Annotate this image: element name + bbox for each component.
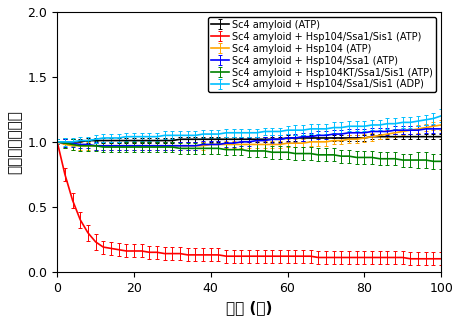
Y-axis label: 蛍光強度の変化: 蛍光強度の変化 — [7, 110, 22, 174]
Legend: Sc4 amyloid (ATP), Sc4 amyloid + Hsp104/Ssa1/Sis1 (ATP), Sc4 amyloid + Hsp104 (A: Sc4 amyloid (ATP), Sc4 amyloid + Hsp104/… — [208, 17, 435, 92]
X-axis label: 時間 (分): 時間 (分) — [225, 300, 272, 315]
